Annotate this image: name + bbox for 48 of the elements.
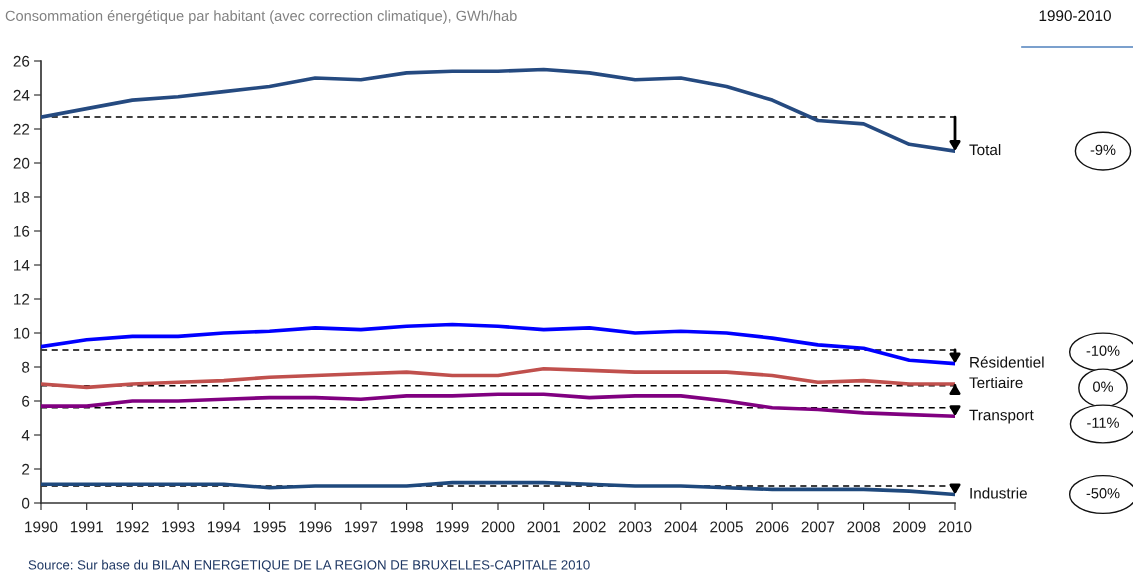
x-tick-label: 2009	[893, 521, 926, 533]
y-tick-label: 16	[14, 225, 30, 237]
x-tick-label: 1992	[116, 521, 149, 533]
y-tick-label: 18	[14, 191, 30, 203]
source-note: Source: Sur base du BILAN ENERGETIQUE DE LA REGION DE BRUXELLES-CAPITALE 2010	[28, 559, 590, 572]
y-tick-label: 26	[13, 55, 30, 67]
y-tick-label: 2	[22, 463, 30, 475]
series-label: Total	[969, 143, 1001, 156]
x-tick-label: 1990	[25, 521, 58, 533]
x-tick-label: 1994	[207, 521, 241, 533]
x-tick-label: 2004	[664, 521, 698, 533]
x-tick-label: 1997	[345, 521, 378, 533]
x-tick-label: 2007	[801, 521, 835, 533]
x-tick-label: 2005	[710, 521, 743, 533]
x-tick-label: 1991	[70, 521, 103, 533]
text: -10%	[1086, 345, 1120, 356]
text: -50%	[1086, 488, 1120, 499]
y-tick-label: 22	[13, 123, 30, 135]
x-tick-label: 2006	[755, 521, 789, 533]
x-tick-label: 2008	[847, 521, 880, 533]
y-tick-label: 24	[13, 89, 30, 101]
text: 1990-2010	[1039, 10, 1111, 22]
x-tick-label: 1993	[162, 521, 195, 533]
x-tick-label: 2001	[527, 521, 560, 533]
y-tick-label: 20	[13, 157, 30, 169]
text: -9%	[1090, 144, 1116, 156]
series-label: Résidentiel	[970, 356, 1044, 368]
x-tick-label: 1998	[390, 521, 423, 533]
y-tick-label: 14	[14, 260, 30, 271]
y-tick-label: 12	[14, 293, 30, 305]
y-tick-label: 6	[22, 395, 30, 407]
text: 0%	[1093, 381, 1114, 392]
series-label: Transport	[969, 409, 1034, 424]
x-tick-label: 1999	[436, 521, 469, 533]
text: -11%	[1087, 417, 1119, 428]
y-tick-label: 8	[22, 361, 30, 373]
x-tick-label: 2002	[573, 521, 606, 533]
y-tick-label: 4	[21, 430, 30, 441]
x-tick-label: 2000	[481, 521, 515, 533]
chart-title: Consommation énergétique par habitant (avec correction climatique), GWh/hab	[5, 10, 517, 24]
y-tick-label: 0	[21, 497, 30, 509]
y-tick-label: 10	[14, 327, 30, 339]
x-tick-label: 2010	[938, 521, 972, 533]
x-tick-label: 1996	[299, 521, 332, 533]
series-label: Industrie	[970, 487, 1027, 499]
x-tick-label: 2003	[618, 521, 652, 533]
series-label: Tertiaire	[969, 376, 1023, 389]
x-tick-label: 1995	[253, 521, 286, 533]
